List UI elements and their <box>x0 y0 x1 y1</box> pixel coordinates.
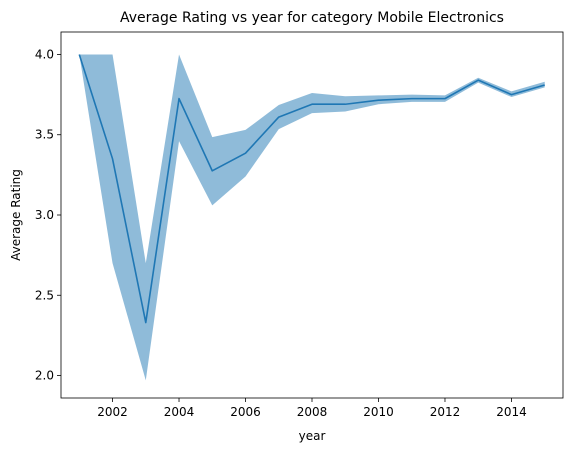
x-tick-label: 2008 <box>297 405 328 419</box>
x-tick-label: 2010 <box>363 405 394 419</box>
y-tick-label: 3.0 <box>35 208 54 222</box>
y-tick-label: 2.5 <box>35 288 54 302</box>
x-tick-label: 2004 <box>164 405 195 419</box>
y-tick-label: 4.0 <box>35 47 54 61</box>
x-tick-label: 2014 <box>496 405 527 419</box>
chart-title: Average Rating vs year for category Mobi… <box>120 10 504 26</box>
x-tick-label: 2012 <box>430 405 461 419</box>
confidence-band <box>79 54 545 381</box>
x-tick-label: 2006 <box>230 405 261 419</box>
x-axis-ticks: 2002 2004 2006 2008 2010 2012 2014 <box>97 398 527 419</box>
y-axis-label: Average Rating <box>9 169 23 261</box>
mean-line-layer <box>78 54 545 324</box>
confidence-band-layer <box>79 54 545 381</box>
y-tick-label: 2.0 <box>35 369 54 383</box>
x-tick-label: 2002 <box>97 405 128 419</box>
y-axis-ticks: 2.0 2.5 3.0 3.5 4.0 <box>35 47 61 383</box>
x-axis-label: year <box>299 429 326 443</box>
y-tick-label: 3.5 <box>35 128 54 142</box>
mean-line <box>78 54 545 324</box>
